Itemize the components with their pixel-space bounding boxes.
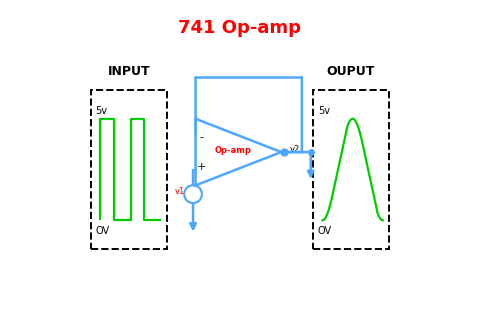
Text: 5v: 5v — [96, 106, 108, 116]
Text: Op-amp: Op-amp — [214, 146, 251, 155]
Text: OV: OV — [318, 226, 332, 236]
Text: OV: OV — [96, 226, 110, 236]
Text: +: + — [197, 162, 206, 172]
Text: v1: v1 — [175, 187, 185, 196]
Text: INPUT: INPUT — [108, 65, 150, 77]
Text: 5v: 5v — [318, 106, 330, 116]
Text: 741 Op-amp: 741 Op-amp — [179, 19, 301, 37]
Text: v2: v2 — [289, 145, 300, 154]
Text: OUPUT: OUPUT — [327, 65, 375, 77]
Text: -: - — [199, 132, 204, 142]
